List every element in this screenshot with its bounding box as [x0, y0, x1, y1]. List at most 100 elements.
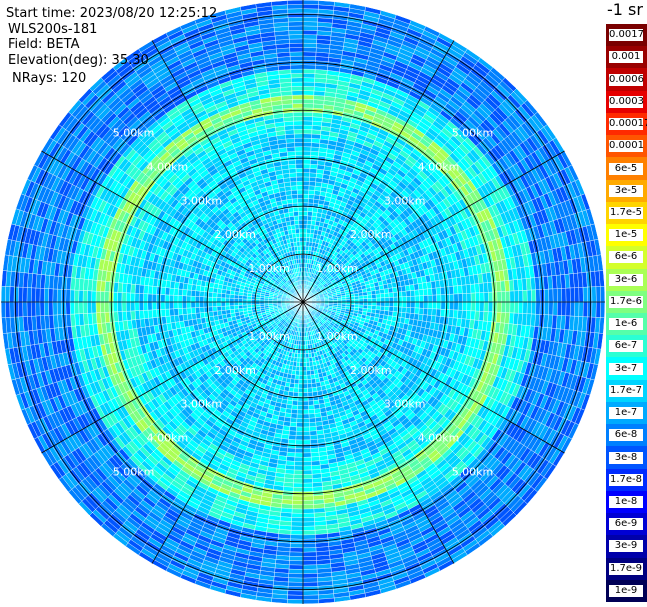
beta-cell: [310, 151, 319, 157]
beta-cell: [444, 294, 450, 303]
beta-cell: [302, 448, 312, 454]
beta-cell: [310, 142, 320, 148]
beta-cell: [310, 456, 320, 462]
beta-cell: [345, 296, 351, 300]
beta-cell: [295, 431, 304, 436]
beta-cell: [306, 232, 311, 238]
beta-cell: [291, 517, 304, 523]
beta-cell: [298, 387, 304, 393]
beta-cell: [306, 370, 311, 376]
beta-cell: [302, 176, 310, 182]
beta-cell: [296, 418, 304, 423]
beta-cell: [569, 287, 575, 303]
beta-cell: [298, 383, 304, 389]
beta-cell: [475, 292, 481, 303]
beta-cell: [578, 301, 584, 317]
beta-cell: [371, 294, 377, 299]
beta-cell: [557, 301, 563, 316]
beta-cell: [362, 291, 368, 296]
beta-cell: [302, 534, 316, 540]
beta-cell: [483, 292, 489, 303]
beta-cell: [306, 379, 312, 385]
beta-cell: [302, 422, 310, 428]
beta-cell: [406, 296, 412, 303]
beta-cell: [375, 305, 381, 311]
beta-cell: [591, 301, 597, 318]
beta-cell: [309, 168, 318, 174]
beta-cell: [393, 296, 399, 303]
beta-cell: [302, 413, 310, 419]
beta-cell: [289, 551, 304, 557]
beta-cell: [310, 374, 316, 380]
beta-cell: [392, 311, 398, 318]
beta-cell: [302, 142, 312, 148]
beta-cell: [354, 301, 360, 306]
beta-cell: [292, 391, 299, 397]
beta-cell: [302, 241, 307, 247]
beta-cell: [302, 495, 314, 501]
beta-cell: [302, 577, 318, 583]
beta-cell: [311, 382, 317, 389]
beta-cell: [384, 301, 390, 307]
beta-cell: [496, 291, 502, 303]
beta-cell: [288, 564, 304, 570]
beta-cell: [384, 297, 390, 303]
beta-cell: [292, 495, 304, 501]
beta-cell: [414, 295, 420, 303]
beta-cell: [422, 288, 429, 296]
beta-cell: [307, 211, 313, 217]
beta-cell: [401, 290, 407, 297]
beta-cell: [302, 512, 315, 518]
beta-cell: [293, 482, 304, 488]
beta-cell: [302, 219, 308, 225]
beta-cell: [501, 291, 506, 303]
beta-cell: [363, 301, 368, 306]
beta-cell: [302, 111, 314, 117]
beta-cell: [302, 34, 318, 40]
beta-cell: [501, 301, 506, 313]
beta-cell: [287, 599, 304, 605]
beta-cell: [287, 443, 296, 449]
beta-cell: [290, 417, 298, 423]
beta-cell: [289, 543, 304, 549]
beta-cell: [444, 286, 450, 295]
beta-cell: [302, 185, 310, 191]
beta-cell: [513, 301, 519, 314]
beta-cell: [358, 295, 364, 300]
beta-cell: [405, 290, 411, 297]
beta-cell: [288, 434, 297, 441]
beta-cell: [289, 547, 304, 553]
beta-cell: [548, 301, 554, 316]
beta-cell: [393, 301, 399, 308]
beta-cell: [307, 383, 313, 389]
beta-cell: [574, 301, 580, 317]
beta-cell: [290, 534, 304, 540]
beta-cell: [565, 287, 571, 303]
beta-cell: [302, 12, 319, 18]
beta-cell: [310, 155, 319, 161]
beta-cell: [295, 439, 304, 445]
beta-cell: [302, 103, 314, 109]
beta-cell: [302, 181, 310, 186]
beta-cell: [302, 573, 318, 579]
beta-cell: [388, 310, 394, 317]
beta-cell: [379, 288, 385, 295]
beta-cell: [302, 530, 316, 536]
beta-cell: [509, 290, 515, 303]
beta-cell: [299, 366, 304, 372]
beta-cell: [384, 306, 390, 312]
beta-cell: [440, 294, 446, 303]
beta-cell: [587, 301, 593, 318]
beta-cell: [287, 590, 304, 596]
beta-cell: [306, 374, 312, 380]
beta-cell: [291, 512, 304, 518]
beta-cell: [366, 291, 372, 296]
beta-cell: [302, 155, 311, 161]
beta-cell: [375, 293, 381, 299]
beta-cell: [488, 301, 494, 313]
beta-cell: [453, 301, 459, 311]
beta-cell: [302, 237, 307, 242]
beta-cell: [290, 525, 304, 531]
beta-cell: [291, 409, 298, 415]
